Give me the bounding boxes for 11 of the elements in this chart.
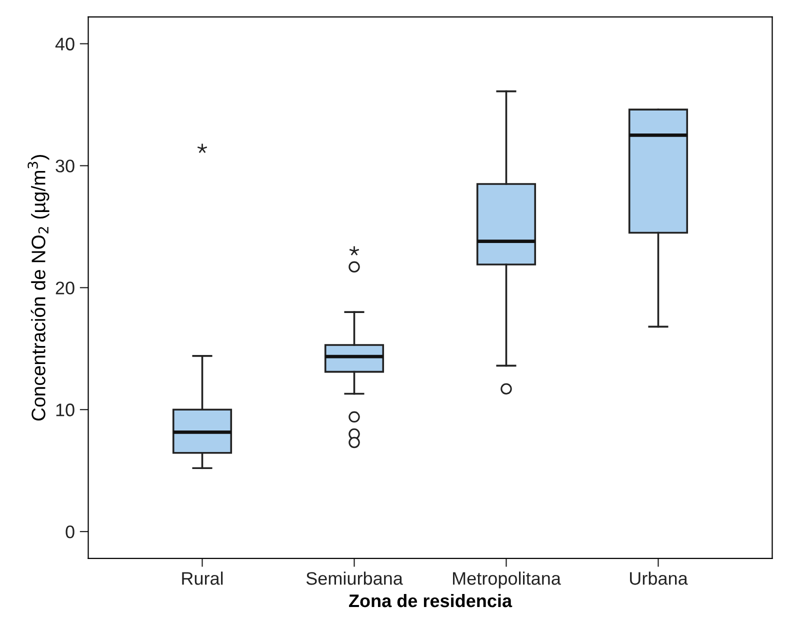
y-tick-label: 40 (55, 38, 74, 50)
x-tick-label: Rural (182, 572, 223, 585)
y-tick-label: 0 (66, 525, 74, 538)
y-tick-label: 20 (56, 282, 74, 294)
y-tick-label: 10 (56, 404, 74, 416)
x-tick-label: Metropolitana (453, 572, 561, 588)
x-tick-label: Urbana (630, 572, 688, 585)
x-axis-title: Zona de residencia (349, 594, 512, 608)
y-axis-title: Concentración de NO$_{2}$ (µg/m$^{3}$) (28, 155, 50, 421)
x-tick-label: Semiurbana (306, 572, 403, 585)
y-tick-label: 30 (56, 160, 74, 172)
